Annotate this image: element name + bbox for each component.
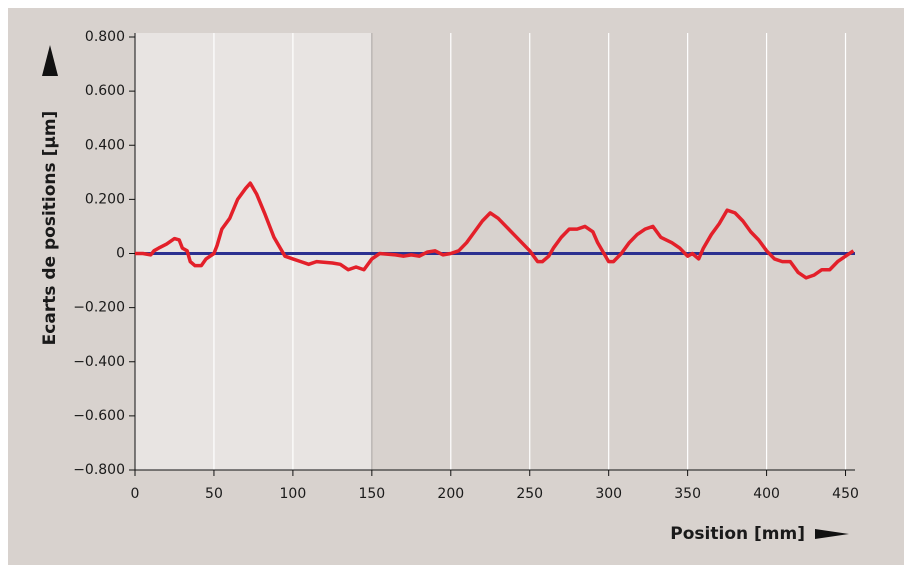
x-tick-label: 50 bbox=[205, 486, 223, 502]
y-tick-label: 0.200 bbox=[85, 191, 125, 207]
y-axis-arrow bbox=[42, 45, 58, 76]
x-tick-label: 300 bbox=[595, 486, 622, 502]
y-tick-label: 0 bbox=[116, 246, 125, 262]
highlight-region bbox=[135, 33, 372, 470]
x-axis-title: Position [mm] bbox=[670, 524, 805, 544]
y-tick-label: 0.800 bbox=[85, 29, 125, 45]
y-tick-label: 0.400 bbox=[85, 137, 125, 153]
plot-area: 0 50 100 150 200 250 300 350 400 450 −0.800 −0.600 −… bbox=[73, 29, 859, 502]
x-tick-label: 150 bbox=[358, 486, 385, 502]
y-tick-label: −0.800 bbox=[73, 462, 125, 478]
x-axis-arrow bbox=[815, 529, 849, 539]
y-tick-label: −0.400 bbox=[73, 354, 125, 370]
x-tick-label: 0 bbox=[131, 486, 140, 502]
x-tick-label: 450 bbox=[832, 486, 859, 502]
y-axis-title: Ecarts de positions [µm] bbox=[40, 111, 60, 346]
x-tick-label: 400 bbox=[753, 486, 780, 502]
y-tick-label: −0.200 bbox=[73, 300, 125, 316]
data-line bbox=[135, 181, 855, 280]
x-tick-label: 100 bbox=[280, 486, 307, 502]
y-tick-label: 0.600 bbox=[85, 83, 125, 99]
x-tick-label: 200 bbox=[437, 486, 464, 502]
x-tick-label: 250 bbox=[516, 486, 543, 502]
x-tick-label: 350 bbox=[674, 486, 701, 502]
y-tick-label: −0.600 bbox=[73, 408, 125, 424]
